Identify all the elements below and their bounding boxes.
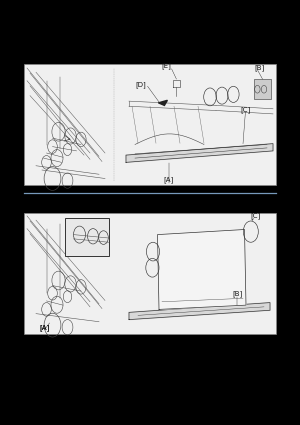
Text: [B]: [B] <box>232 291 243 298</box>
Polygon shape <box>158 100 167 105</box>
Text: [C]: [C] <box>251 212 261 219</box>
Text: [A]: [A] <box>39 325 50 332</box>
Bar <box>64 218 109 256</box>
Polygon shape <box>126 144 273 162</box>
Polygon shape <box>129 303 270 320</box>
Text: [A]: [A] <box>164 176 174 183</box>
Text: [C]: [C] <box>241 106 251 113</box>
Polygon shape <box>158 230 246 309</box>
Bar <box>24 212 276 334</box>
Text: [D]: [D] <box>135 82 146 88</box>
Text: [B]: [B] <box>254 64 265 71</box>
Bar <box>24 64 276 185</box>
Text: [E]: [E] <box>162 62 171 69</box>
Text: [A]: [A] <box>39 325 50 332</box>
Bar <box>254 79 271 99</box>
